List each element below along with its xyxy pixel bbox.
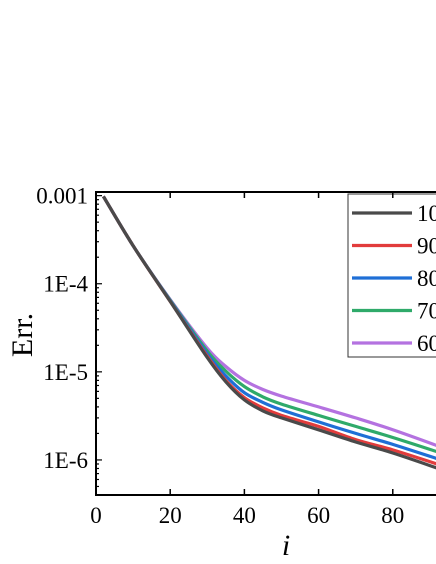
y-tick-label-3: 1E-6	[43, 448, 88, 473]
x-tick-label-40: 40	[233, 503, 256, 528]
y-tick-label-0: 0.001	[36, 184, 88, 209]
y-tick-label-2: 1E-5	[43, 360, 88, 385]
legend: 10 90 80 70 60	[347, 193, 436, 358]
legend-label-90: 90	[417, 234, 436, 259]
y-axis-title: Err.	[6, 313, 39, 357]
x-tick-label-60: 60	[307, 503, 330, 528]
legend-label-70: 70	[417, 299, 436, 324]
x-axis-title: i	[282, 529, 290, 562]
x-tick-label-0: 0	[90, 503, 102, 528]
x-tick-label-80: 80	[381, 503, 404, 528]
legend-label-60: 60	[417, 331, 436, 356]
legend-box	[347, 193, 436, 358]
series-layer	[102, 195, 436, 470]
y-tick-label-1: 1E-4	[43, 272, 88, 297]
series-line-10	[102, 195, 436, 470]
legend-label-10: 10	[417, 201, 436, 226]
legend-label-80: 80	[417, 266, 436, 291]
axes: 0 20 40 60 80 0.001 1E-4 1E-5 1E-6	[36, 184, 436, 528]
x-tick-label-20: 20	[159, 503, 182, 528]
